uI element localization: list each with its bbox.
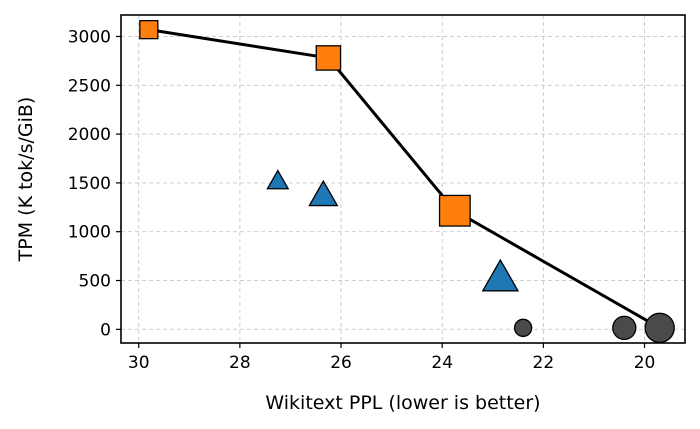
x-tick-label: 26 [330, 353, 352, 373]
data-point-square [315, 45, 342, 71]
data-point-circle [644, 312, 675, 344]
y-tick-label: 500 [79, 272, 111, 292]
x-tick-label: 28 [229, 353, 251, 373]
y-tick-label: 0 [100, 320, 111, 340]
data-point-triangle [481, 258, 520, 292]
x-tick-label: 22 [533, 353, 555, 373]
y-tick-label: 2000 [68, 125, 111, 145]
plot-frame [120, 14, 686, 344]
axis-ticks: 30 28 26 24 22 20 0 500 1000 1500 2000 2500 3000 [68, 27, 656, 373]
y-tick-label: 1000 [68, 223, 111, 243]
y-tick-label: 3000 [68, 27, 111, 47]
plot-area [139, 19, 675, 344]
y-tick-label: 2500 [68, 76, 111, 96]
x-axis-label: Wikitext PPL (lower is better) [265, 392, 540, 414]
x-tick-label: 20 [634, 353, 656, 373]
data-point-square [438, 194, 471, 227]
data-point-circle [612, 315, 637, 341]
trend-line [148, 28, 661, 330]
data-point-square [139, 19, 159, 40]
y-axis-label: TPM (K tok/s/GiB) [15, 97, 37, 263]
x-tick-label: 30 [128, 353, 150, 373]
data-point-circle [513, 318, 533, 338]
y-tick-label: 1500 [68, 174, 111, 194]
data-point-triangle [308, 179, 339, 207]
x-tick-label: 24 [431, 353, 453, 373]
grid [121, 15, 685, 343]
data-point-triangle [266, 169, 290, 190]
